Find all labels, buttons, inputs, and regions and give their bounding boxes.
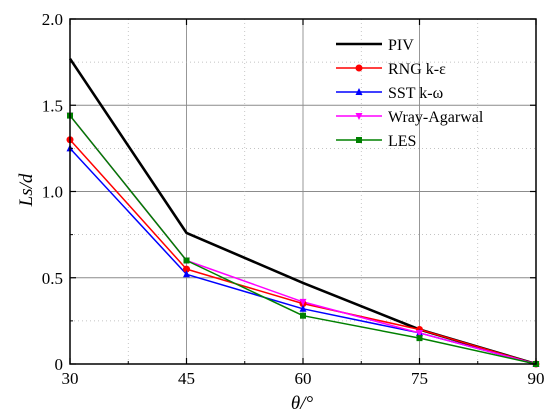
y-tick-label: 1.5 xyxy=(42,96,63,115)
y-tick-labels: 0 0.5 1.0 1.5 2.0 xyxy=(42,10,63,374)
data-point-sst-k xyxy=(183,270,190,278)
x-tick-label: 60 xyxy=(295,369,312,388)
y-tick-label: 0 xyxy=(55,355,64,374)
x-tick-label: 90 xyxy=(528,369,545,388)
legend-label-les: LES xyxy=(388,133,416,150)
x-tick-label: 45 xyxy=(178,369,195,388)
legend-label-wray-agarwal: Wray-Agarwal xyxy=(388,109,484,126)
axis-ticks xyxy=(69,18,537,365)
data-point-rng-k xyxy=(183,265,190,273)
y-axis-title: Ls/d xyxy=(16,173,37,207)
data-point-wray-agarwal xyxy=(299,298,307,306)
legend-marker-rng-k xyxy=(355,64,363,72)
legend-marker-sst-k xyxy=(355,88,363,95)
legend-label-rng-k: RNG k-ε xyxy=(388,61,446,78)
data-point-les xyxy=(183,257,190,264)
x-tick-labels: 30 45 60 75 90 xyxy=(62,369,545,388)
y-tick-label: 0.5 xyxy=(42,269,63,288)
legend-label-sst-k: SST k-ω xyxy=(388,85,443,102)
legend-marker-les xyxy=(356,137,362,143)
y-tick-label: 1.0 xyxy=(42,183,63,202)
legend-label-piv: PIV xyxy=(388,37,414,54)
x-tick-label: 30 xyxy=(62,369,79,388)
grid-lines xyxy=(70,19,536,364)
data-point-les xyxy=(416,335,423,342)
legend-marker-wray-agarwal xyxy=(355,113,363,120)
data-point-wray-agarwal xyxy=(416,329,423,337)
x-tick-label: 75 xyxy=(411,369,428,388)
data-point-les xyxy=(300,312,306,319)
legend: PIV RNG k-ε SST k-ω Wray-Agarwal LES xyxy=(336,37,484,150)
x-axis-title: θ/° xyxy=(291,393,314,414)
data-point-sst-k xyxy=(299,304,307,312)
y-tick-label: 2.0 xyxy=(42,10,63,29)
